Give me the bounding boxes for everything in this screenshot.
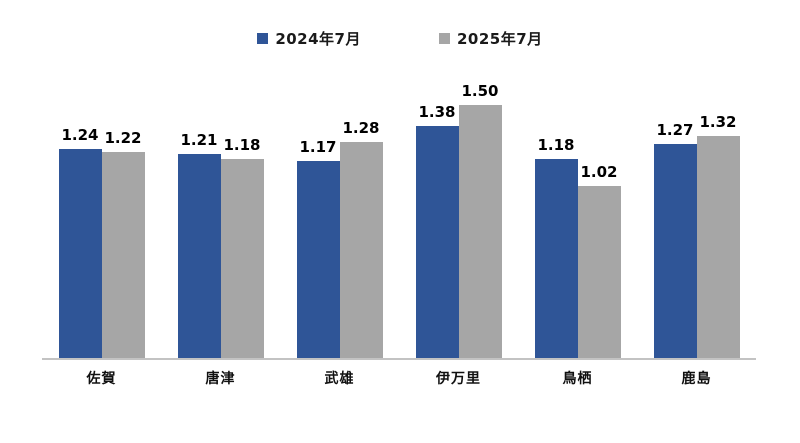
category-label-鹿島: 鹿島 bbox=[681, 371, 712, 387]
value-label: 1.17 bbox=[299, 137, 337, 156]
category-label-伊万里: 伊万里 bbox=[436, 371, 481, 387]
bar-wrap: 1.38 bbox=[415, 102, 459, 358]
bar-group-武雄: 1.17 1.28 bbox=[280, 60, 399, 358]
bar-group-唐津: 1.21 1.18 bbox=[161, 60, 280, 358]
category-label-武雄: 武雄 bbox=[324, 371, 355, 387]
bar-2025年7月-伊万里 bbox=[458, 105, 502, 358]
value-label: 1.18 bbox=[537, 136, 575, 155]
value-label: 1.50 bbox=[461, 82, 499, 101]
bar-2025年7月-鹿島 bbox=[696, 135, 740, 358]
category-label-唐津: 唐津 bbox=[205, 371, 236, 387]
value-label: 1.22 bbox=[104, 129, 142, 148]
bar-2025年7月-武雄 bbox=[339, 142, 383, 358]
category-label-鳥栖: 鳥栖 bbox=[562, 371, 593, 387]
legend-marker-2024-icon bbox=[257, 33, 269, 44]
bar-wrap: 1.18 bbox=[534, 136, 578, 358]
bar-wrap: 1.18 bbox=[220, 136, 264, 358]
legend-label-2025: 2025年7月 bbox=[457, 30, 543, 48]
bar-group-佐賀: 1.24 1.22 bbox=[42, 60, 161, 358]
bar-wrap: 1.21 bbox=[177, 131, 221, 358]
bar-2024年7月-佐賀 bbox=[58, 149, 102, 358]
legend-item-2025: 2025年7月 bbox=[439, 28, 543, 49]
bar-group-鳥栖: 1.18 1.02 bbox=[518, 60, 637, 358]
bar-wrap: 1.24 bbox=[58, 126, 102, 358]
value-label: 1.38 bbox=[418, 102, 456, 121]
bar-wrap: 1.27 bbox=[653, 121, 697, 358]
legend-marker-2025-icon bbox=[439, 33, 450, 44]
bar-wrap: 1.17 bbox=[296, 137, 340, 358]
value-label: 1.24 bbox=[61, 126, 99, 145]
plot-area: 1.24 1.22 1.21 1.18 1.17 1.28 1.38 1.50 1.18 1.02… bbox=[42, 60, 756, 360]
bar-group-鹿島: 1.27 1.32 bbox=[637, 60, 756, 358]
legend-item-2024: 2024年7月 bbox=[257, 28, 361, 49]
bar-2024年7月-唐津 bbox=[177, 154, 221, 358]
bar-2024年7月-鹿島 bbox=[653, 144, 697, 358]
category-axis: 佐賀 唐津 武雄 伊万里 鳥栖 鹿島 bbox=[42, 368, 756, 388]
bar-2024年7月-伊万里 bbox=[415, 125, 459, 358]
bar-wrap: 1.50 bbox=[458, 82, 502, 358]
bar-2025年7月-鳥栖 bbox=[577, 186, 621, 358]
bar-2024年7月-武雄 bbox=[296, 160, 340, 358]
value-label: 1.32 bbox=[699, 112, 737, 131]
bar-wrap: 1.22 bbox=[101, 129, 145, 358]
category-label-佐賀: 佐賀 bbox=[86, 371, 117, 387]
bar-wrap: 1.02 bbox=[577, 163, 621, 358]
bar-2025年7月-唐津 bbox=[220, 159, 264, 358]
value-label: 1.02 bbox=[580, 163, 618, 182]
bar-wrap: 1.32 bbox=[696, 112, 740, 358]
legend-label-2024: 2024年7月 bbox=[275, 30, 361, 48]
chart-legend: 2024年7月 2025年7月 bbox=[0, 28, 800, 49]
value-label: 1.28 bbox=[342, 119, 380, 138]
value-label: 1.18 bbox=[223, 136, 261, 155]
bar-2025年7月-佐賀 bbox=[101, 152, 145, 358]
value-label: 1.21 bbox=[180, 131, 218, 150]
value-label: 1.27 bbox=[656, 121, 694, 139]
bar-wrap: 1.28 bbox=[339, 119, 383, 358]
bar-2024年7月-鳥栖 bbox=[534, 159, 578, 358]
bar-group-伊万里: 1.38 1.50 bbox=[399, 60, 518, 358]
